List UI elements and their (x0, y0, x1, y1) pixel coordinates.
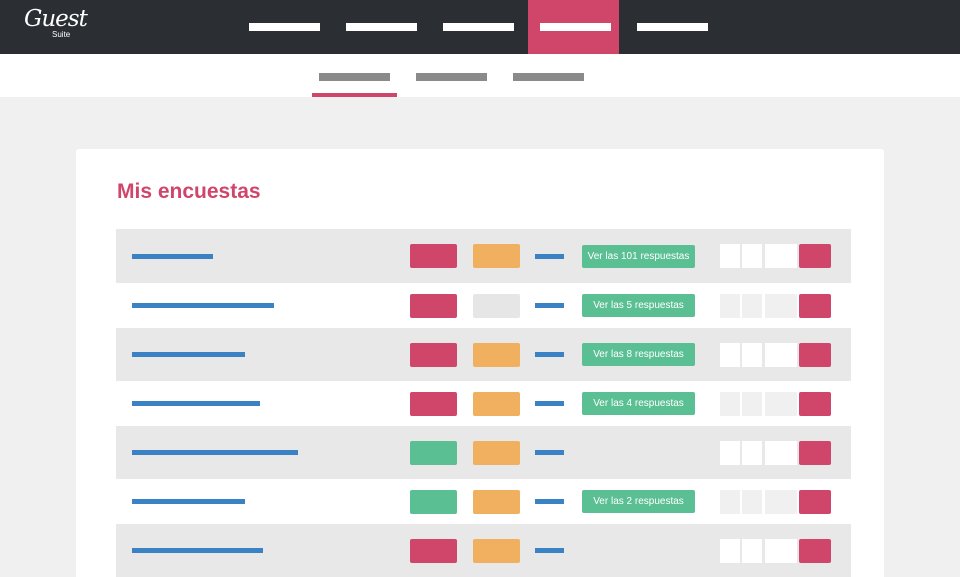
type-badge (473, 391, 520, 416)
delete-button[interactable] (799, 293, 831, 318)
view-responses-button[interactable]: Ver las 4 respuestas (582, 392, 695, 415)
survey-name-link[interactable] (132, 548, 263, 553)
nav-item-5[interactable] (625, 0, 719, 54)
subtab-2[interactable] (409, 54, 494, 97)
guestsuite-logo[interactable]: Guest Suite (22, 6, 88, 46)
subtab-3-label (513, 73, 584, 81)
survey-row: Ver las 2 respuestas (116, 479, 851, 524)
action-button-1[interactable] (720, 342, 740, 367)
nav-item-3[interactable] (431, 0, 525, 54)
action-button-2[interactable] (742, 244, 762, 268)
type-badge (473, 489, 520, 514)
subtab-1-label (319, 73, 390, 81)
nav-item-1[interactable] (237, 0, 331, 54)
status-badge (410, 538, 457, 563)
delete-button[interactable] (799, 440, 831, 465)
date-value (535, 548, 564, 553)
top-navbar: Guest Suite (0, 0, 960, 54)
action-button-3[interactable] (765, 244, 797, 268)
status-badge (410, 293, 457, 318)
date-value (535, 450, 564, 455)
action-button-3[interactable] (765, 391, 797, 416)
type-badge (473, 538, 520, 563)
view-responses-button[interactable]: Ver las 5 respuestas (582, 294, 695, 317)
nav-item-2[interactable] (334, 0, 428, 54)
view-responses-button[interactable]: Ver las 2 respuestas (582, 490, 695, 513)
surveys-card: Mis encuestas Ver las 101 respuestas Ver … (76, 149, 884, 577)
action-button-3[interactable] (765, 342, 797, 367)
action-button-2[interactable] (742, 342, 762, 367)
nav-item-2-label (346, 23, 417, 31)
action-button-2[interactable] (742, 440, 762, 465)
logo-subtitle: Suite (52, 30, 71, 39)
nav-item-4-active[interactable] (528, 0, 619, 54)
action-button-2[interactable] (742, 391, 762, 416)
survey-name-link[interactable] (132, 450, 298, 455)
logo-wordmark: Guest (24, 6, 88, 32)
status-badge (410, 489, 457, 514)
subtab-1-active[interactable] (312, 54, 397, 97)
action-button-1[interactable] (720, 391, 740, 416)
action-button-1[interactable] (720, 244, 740, 268)
delete-button[interactable] (799, 538, 831, 563)
action-button-1[interactable] (720, 538, 740, 563)
type-badge (473, 293, 520, 318)
date-value (535, 303, 564, 308)
action-button-1[interactable] (720, 489, 740, 514)
survey-name-link[interactable] (132, 499, 245, 504)
action-button-3[interactable] (765, 538, 797, 563)
survey-name-link[interactable] (132, 253, 213, 259)
survey-row (116, 524, 851, 577)
view-responses-button[interactable]: Ver las 101 respuestas (582, 244, 695, 268)
action-button-3[interactable] (765, 293, 797, 318)
delete-button[interactable] (799, 391, 831, 416)
action-button-2[interactable] (742, 293, 762, 318)
nav-item-4-label (540, 23, 611, 31)
action-button-2[interactable] (742, 489, 762, 514)
survey-row: Ver las 4 respuestas (116, 381, 851, 426)
survey-row: Ver las 5 respuestas (116, 283, 851, 328)
survey-row: Ver las 101 respuestas (116, 229, 851, 283)
date-value (535, 253, 564, 259)
subtab-3[interactable] (506, 54, 591, 97)
status-badge (410, 440, 457, 465)
action-button-1[interactable] (720, 440, 740, 465)
nav-item-5-label (637, 23, 708, 31)
subtab-2-label (416, 73, 487, 81)
survey-name-link[interactable] (132, 401, 260, 406)
status-badge (410, 391, 457, 416)
date-value (535, 352, 564, 357)
status-badge (410, 244, 457, 268)
type-badge (473, 342, 520, 367)
delete-button[interactable] (799, 244, 831, 268)
action-button-3[interactable] (765, 440, 797, 465)
active-tab-indicator (312, 93, 397, 97)
nav-item-3-label (443, 23, 514, 31)
status-badge (410, 342, 457, 367)
action-button-3[interactable] (765, 489, 797, 514)
delete-button[interactable] (799, 342, 831, 367)
page-title: Mis encuestas (117, 180, 261, 203)
survey-name-link[interactable] (132, 352, 245, 357)
survey-row: Ver las 8 respuestas (116, 328, 851, 381)
date-value (535, 401, 564, 406)
type-badge (473, 244, 520, 268)
delete-button[interactable] (799, 489, 831, 514)
survey-name-link[interactable] (132, 303, 274, 308)
date-value (535, 499, 564, 504)
nav-item-1-label (249, 23, 320, 31)
survey-row (116, 426, 851, 479)
action-button-2[interactable] (742, 538, 762, 563)
sub-navbar (0, 54, 960, 97)
view-responses-button[interactable]: Ver las 8 respuestas (582, 343, 695, 366)
type-badge (473, 440, 520, 465)
action-button-1[interactable] (720, 293, 740, 318)
